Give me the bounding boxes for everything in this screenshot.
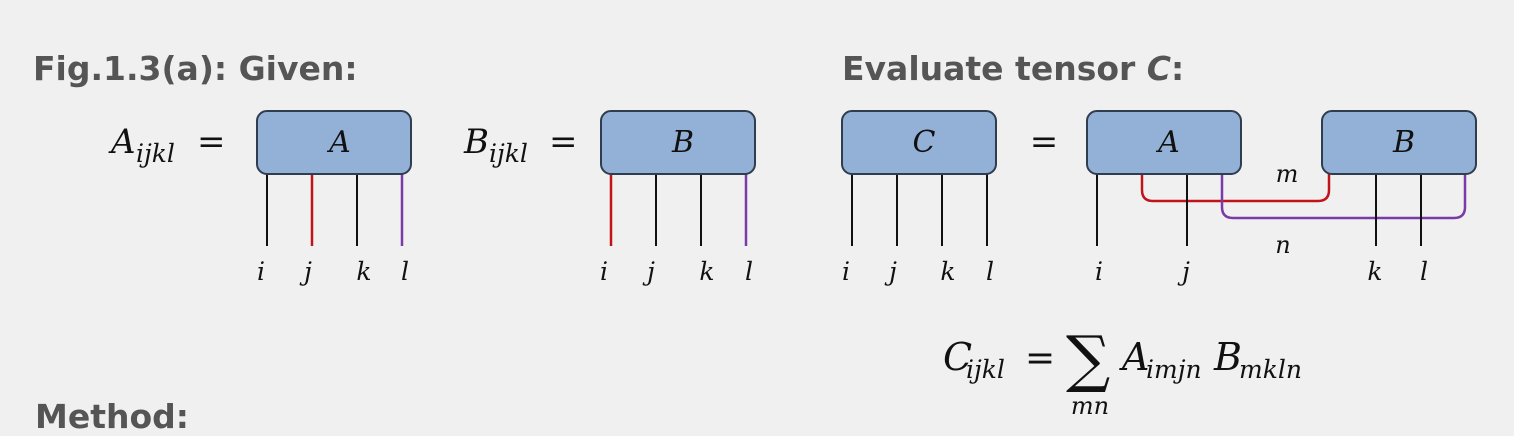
bond-m-label: m xyxy=(1276,160,1299,188)
tensor-B-given-index-l: l xyxy=(745,257,753,286)
network-index-k: k xyxy=(1367,257,1382,286)
definition-B-subscript: ijkl xyxy=(489,139,528,168)
formula-sum-subscript: mn xyxy=(1071,392,1109,420)
definition-B-symbol: B xyxy=(463,122,489,162)
formula-lhs-symbol: C xyxy=(943,335,972,379)
tensor-A-network-box xyxy=(1086,110,1242,175)
tensor-B-given-index-i: i xyxy=(600,257,608,286)
network-index-j: j xyxy=(1177,257,1190,286)
tensor-B-given-label: B xyxy=(671,125,694,160)
formula-sum-sign: ∑ xyxy=(1066,322,1110,395)
tensor-C-index-k: k xyxy=(940,257,955,286)
tensor-B-given: B i j k l xyxy=(600,110,756,286)
tensor-B-network-box xyxy=(1321,110,1477,175)
tensor-A-given-index-l: l xyxy=(401,257,409,286)
tensor-A-network-label: A xyxy=(1155,125,1180,160)
tensor-A-given-box xyxy=(256,110,412,175)
bond-n-label: n xyxy=(1275,231,1290,259)
formula-term2-subscript: mkln xyxy=(1239,355,1302,384)
formula-equals: = xyxy=(1025,338,1055,379)
network-equals-sign: = xyxy=(1030,122,1059,162)
tensor-B-given-index-k: k xyxy=(699,257,714,286)
tensor-A-given-label: A xyxy=(326,125,351,160)
tensor-C-label: C xyxy=(913,125,936,160)
tensor-network-diagram: A ijkl = A i j k l B ijkl = B i j k l xyxy=(108,110,1477,420)
network-index-l: l xyxy=(1420,257,1428,286)
definition-B-equals: = xyxy=(549,122,578,162)
tensor-C-index-j: j xyxy=(884,257,897,286)
evaluate-heading: Evaluate tensor C: xyxy=(842,52,1184,85)
contraction-formula: C ijkl = ∑ mn A imjn B mkln xyxy=(943,322,1302,420)
given-heading: Fig.1.3(a): Given: xyxy=(33,49,358,88)
definition-B: B ijkl = xyxy=(463,122,578,168)
tensor-B-network-label: B xyxy=(1392,125,1415,160)
definition-A-equals: = xyxy=(197,122,226,162)
bond-m xyxy=(1140,172,1331,203)
evaluate-heading-prefix: Evaluate tensor xyxy=(842,49,1147,88)
definition-A: A ijkl = xyxy=(108,122,226,168)
tensor-A-given: A i j k l xyxy=(256,110,412,286)
definition-A-subscript: ijkl xyxy=(136,139,175,168)
formula-term2-symbol: B xyxy=(1213,335,1242,379)
tensor-A-given-index-j: j xyxy=(299,257,312,286)
bond-n xyxy=(1220,172,1467,220)
formula-term1-subscript: imjn xyxy=(1146,355,1202,384)
evaluate-heading-tensor: C xyxy=(1146,49,1171,88)
evaluate-heading-suffix: : xyxy=(1171,49,1185,88)
tensor-network-AB: A B m n i j k l xyxy=(1086,110,1477,286)
tensor-B-given-index-j: j xyxy=(642,257,655,286)
formula-term1-symbol: A xyxy=(1119,335,1149,379)
tensor-C-result: C i j k l xyxy=(841,110,997,286)
tensor-C-index-l: l xyxy=(986,257,994,286)
network-index-i: i xyxy=(1095,257,1103,286)
formula-lhs-subscript: ijkl xyxy=(966,355,1005,384)
definition-A-symbol: A xyxy=(108,122,136,162)
tensor-C-box xyxy=(841,110,997,175)
tensor-A-given-index-k: k xyxy=(356,257,371,286)
tensor-A-given-index-i: i xyxy=(257,257,265,286)
tensor-B-given-box xyxy=(600,110,756,175)
tensor-C-index-i: i xyxy=(842,257,850,286)
